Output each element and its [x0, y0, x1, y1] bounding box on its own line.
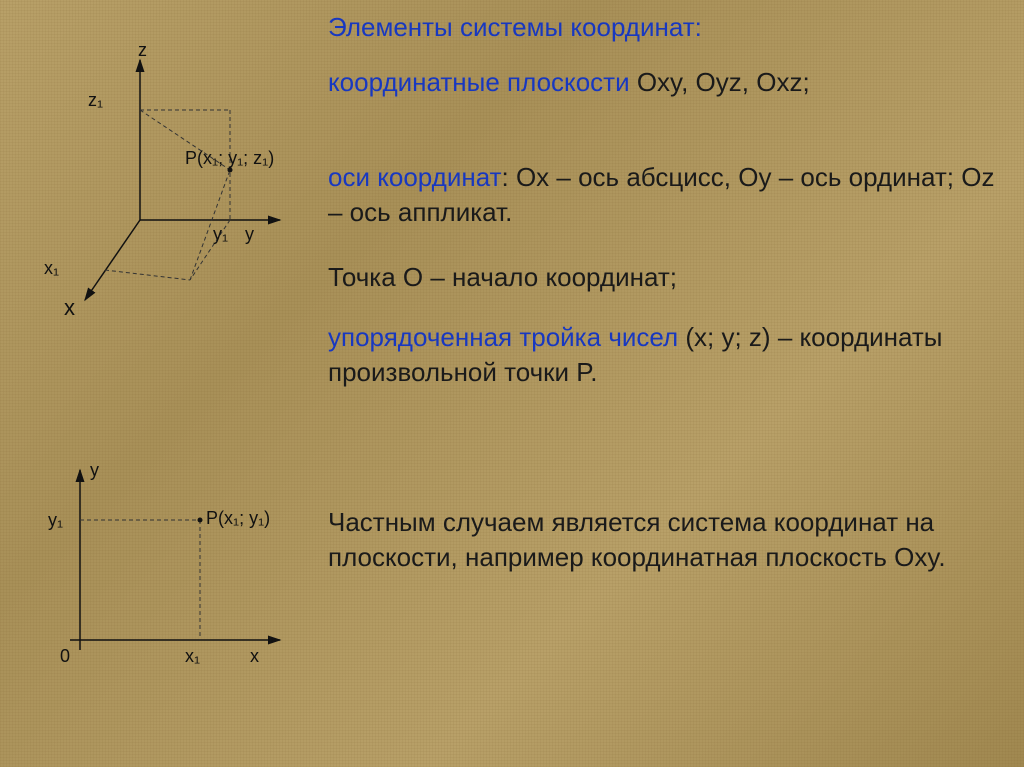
label-x1-3d: x₁	[44, 258, 59, 279]
para-special-case: Частным случаем является система координ…	[328, 505, 988, 575]
label-O: 0	[60, 646, 70, 667]
para-planes-label: координатные плоскости	[328, 67, 630, 97]
para-triple-label: упорядоченная тройка чисел	[328, 322, 678, 352]
label-x-3d: x	[64, 295, 75, 321]
label-x1-2d: x₁	[185, 646, 200, 667]
slide-content: Элементы системы координат: координатные…	[0, 0, 1024, 767]
label-y1-3d: y₁	[213, 224, 228, 245]
para-planes: координатные плоскости Oxy, Oyz, Oxz;	[328, 65, 988, 100]
title: Элементы системы координат:	[328, 10, 702, 45]
label-P2: P(x₁; y₁)	[206, 508, 270, 529]
label-y-3d: y	[245, 224, 254, 245]
diagram-3d: z z₁ P(x₁; y₁; z₁) y₁ y x₁ x	[20, 20, 320, 320]
label-y1-2d: y₁	[48, 510, 63, 531]
label-z1: z₁	[88, 90, 103, 111]
para-axes-label: оси координат	[328, 162, 502, 192]
label-y-2d: y	[90, 460, 99, 481]
para-planes-rest: Oxy, Oyz, Oxz;	[630, 67, 810, 97]
diagram-2d: y y₁ P(x₁; y₁) 0 x₁ x	[20, 450, 320, 680]
para-triple: упорядоченная тройка чисел (x; y; z) – к…	[328, 320, 1008, 390]
label-P3: P(x₁; y₁; z₁)	[185, 148, 274, 169]
para-origin: Точка O – начало координат;	[328, 260, 988, 295]
label-z: z	[138, 40, 147, 61]
para-axes: оси координат: Ox – ось абсцисс, Oy – ос…	[328, 160, 1008, 230]
label-x-2d: x	[250, 646, 259, 667]
diagram-3d-svg	[20, 20, 320, 320]
